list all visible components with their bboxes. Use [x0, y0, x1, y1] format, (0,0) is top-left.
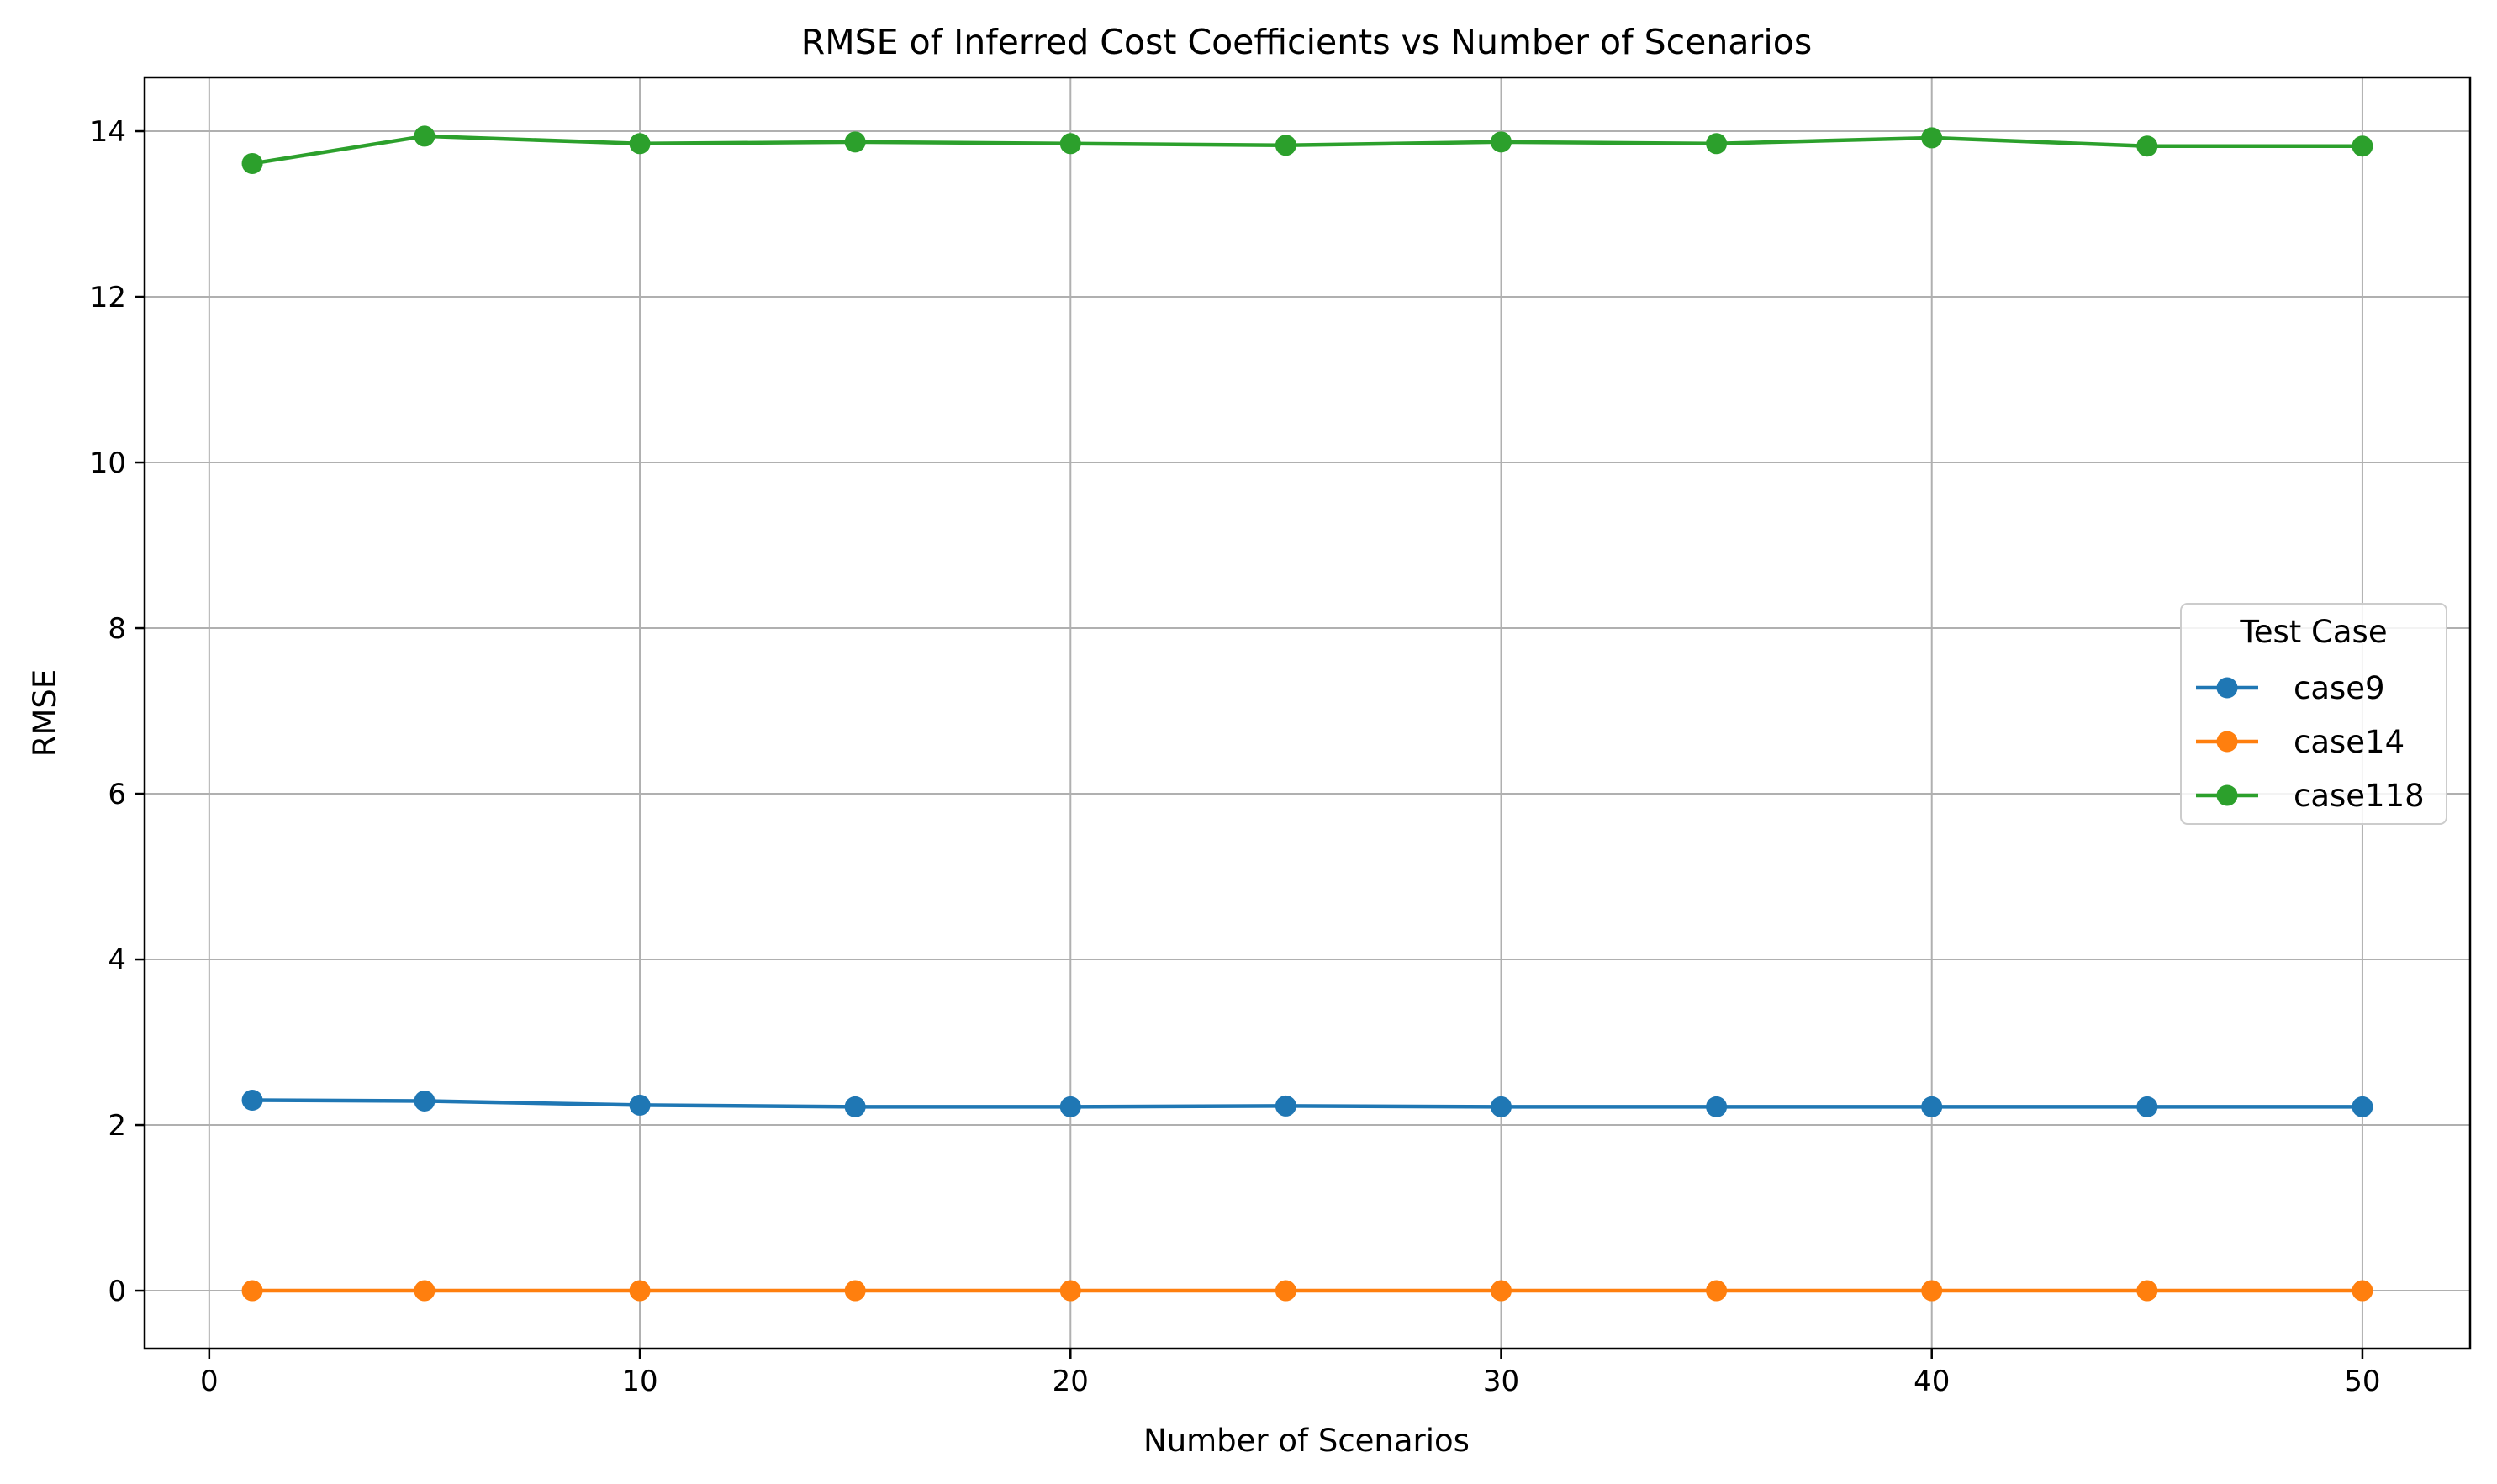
- chart-title: RMSE of Inferred Cost Coefficients vs Nu…: [801, 22, 1812, 62]
- legend-marker: [2216, 677, 2238, 699]
- data-point: [241, 152, 263, 174]
- legend-item-case9: case9: [2196, 670, 2385, 706]
- data-point: [629, 1280, 651, 1302]
- data-point: [1275, 1280, 1296, 1302]
- x-tick-label: 40: [1914, 1365, 1950, 1398]
- data-point: [1491, 1280, 1512, 1302]
- data-point: [844, 1280, 866, 1302]
- legend-marker: [2216, 784, 2238, 806]
- legend-marker: [2216, 731, 2238, 753]
- data-point: [1491, 1096, 1512, 1117]
- ticks: 0 10 20 30 40 50 0 2 4 6 8 10 12 14: [90, 115, 2381, 1398]
- x-tick-label: 0: [200, 1365, 219, 1398]
- data-point: [2352, 1096, 2373, 1117]
- data-point: [1059, 133, 1081, 155]
- data-point: [2136, 1280, 2158, 1302]
- legend-label: case14: [2294, 724, 2405, 760]
- data-point: [844, 1096, 866, 1117]
- legend-label: case118: [2294, 778, 2425, 814]
- y-tick-label: 12: [90, 281, 126, 314]
- y-tick-label: 4: [108, 943, 126, 977]
- data-point: [1921, 1096, 1943, 1117]
- series-case14: [241, 1280, 2373, 1302]
- data-point: [241, 1089, 263, 1111]
- plot-frame: [143, 76, 2472, 1350]
- x-tick-label: 30: [1483, 1365, 1519, 1398]
- data-point: [629, 1094, 651, 1116]
- data-point: [2136, 135, 2158, 157]
- legend: Test Case case9 case14 case118: [2180, 603, 2447, 825]
- y-tick-label: 0: [108, 1275, 126, 1308]
- data-point: [1275, 135, 1296, 156]
- series-layer: [241, 125, 2373, 1302]
- legend-title: Test Case: [2239, 614, 2387, 650]
- data-point: [629, 133, 651, 155]
- x-tick-label: 20: [1053, 1365, 1089, 1398]
- data-point: [1491, 131, 1512, 153]
- x-axis-label: Number of Scenarios: [1143, 1423, 1470, 1459]
- data-point: [414, 125, 436, 147]
- data-point: [2352, 1280, 2373, 1302]
- series-case118: [241, 125, 2373, 174]
- data-point: [1706, 133, 1728, 155]
- series-case9: [241, 1089, 2373, 1117]
- data-point: [844, 131, 866, 153]
- y-tick-label: 2: [108, 1109, 126, 1143]
- x-tick-label: 50: [2344, 1365, 2380, 1398]
- data-point: [1706, 1280, 1728, 1302]
- y-tick-label: 8: [108, 612, 126, 646]
- data-point: [241, 1280, 263, 1302]
- y-tick-label: 10: [90, 446, 126, 480]
- legend-item-case118: case118: [2196, 778, 2425, 814]
- data-point: [1275, 1095, 1296, 1117]
- y-tick-label: 6: [108, 778, 126, 811]
- data-point: [1706, 1096, 1728, 1117]
- x-tick-label: 10: [621, 1365, 657, 1398]
- data-point: [414, 1280, 436, 1302]
- y-axis-label: RMSE: [27, 669, 63, 758]
- legend-box: [2180, 603, 2447, 825]
- y-tick-label: 14: [90, 115, 126, 149]
- data-point: [1059, 1280, 1081, 1302]
- data-point: [1059, 1096, 1081, 1117]
- data-point: [414, 1090, 436, 1112]
- legend-item-case14: case14: [2196, 724, 2405, 760]
- data-point: [1921, 127, 1943, 149]
- data-point: [2136, 1096, 2158, 1117]
- legend-label: case9: [2294, 670, 2385, 706]
- data-point: [2352, 135, 2373, 157]
- data-point: [1921, 1280, 1943, 1302]
